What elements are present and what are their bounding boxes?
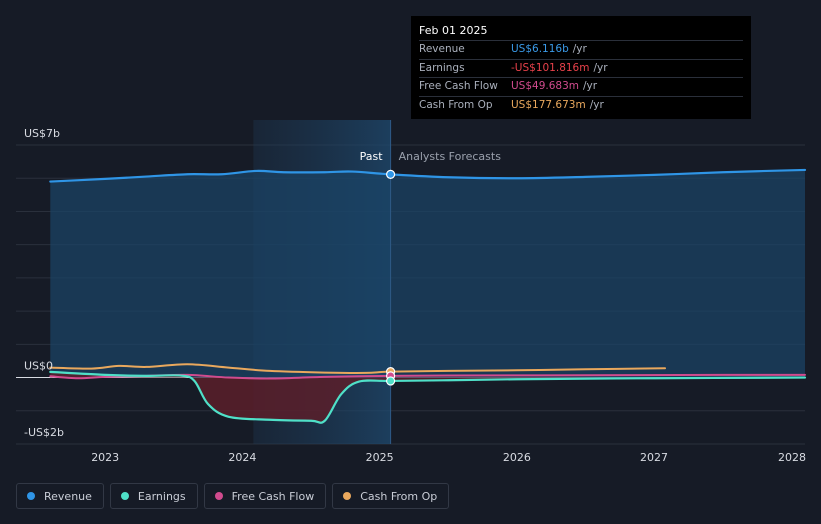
- series-lines: [49, 168, 807, 424]
- x-tick-label: 2024: [228, 451, 256, 464]
- tooltip-label: Revenue: [419, 43, 465, 55]
- past-label: Past: [360, 150, 384, 163]
- tooltip-unit: /yr: [572, 43, 587, 55]
- revenue-marker: [386, 169, 396, 179]
- tooltip-value: US$177.673m: [511, 98, 586, 111]
- series-areas: [50, 169, 806, 423]
- legend-item-earnings[interactable]: Earnings: [109, 483, 198, 509]
- tooltip-row-cash-from-op: Cash From Op US$177.673m /yr: [419, 95, 743, 115]
- tooltip-label: Free Cash Flow: [419, 80, 498, 92]
- earnings-area: [50, 371, 806, 423]
- earnings-dot-icon: [120, 492, 129, 500]
- free-cash-flow-dot-icon: [214, 492, 223, 500]
- tooltip-unit: /yr: [583, 80, 598, 92]
- tooltip-row-revenue: Revenue US$6.116b /yr: [419, 40, 743, 59]
- legend-label: Cash From Op: [360, 489, 438, 503]
- y-tick-label: US$7b: [24, 127, 60, 140]
- tooltip-label: Cash From Op: [419, 98, 493, 111]
- legend: Revenue Earnings Free Cash Flow Cash Fro…: [16, 483, 450, 511]
- x-tick-label: 2026: [503, 451, 531, 464]
- legend-label: Free Cash Flow: [231, 489, 315, 503]
- x-tick-label: 2023: [91, 451, 119, 464]
- revenue-area: [50, 169, 806, 378]
- cfo-line: [49, 363, 667, 374]
- legend-label: Earnings: [137, 489, 186, 503]
- tooltip-value: -US$101.816m: [511, 61, 590, 74]
- tooltip-row-earnings: Earnings -US$101.816m /yr: [419, 58, 743, 78]
- tooltip-value: US$49.683m: [511, 80, 579, 92]
- tooltip-row-free-cash-flow: Free Cash Flow US$49.683m /yr: [419, 77, 743, 96]
- x-tick-label: 2028: [778, 451, 806, 464]
- cash-from-op-dot-icon: [343, 492, 352, 500]
- legend-item-free-cash-flow[interactable]: Free Cash Flow: [203, 483, 327, 509]
- legend-label: Revenue: [44, 489, 92, 503]
- x-tick-label: 2027: [640, 451, 668, 464]
- legend-item-cash-from-op[interactable]: Cash From Op: [332, 483, 450, 509]
- revenue-dot-icon: [27, 492, 35, 500]
- tooltip-value: US$6.116b: [511, 43, 569, 55]
- legend-item-revenue[interactable]: Revenue: [16, 483, 104, 509]
- tooltip-unit: /yr: [589, 98, 604, 111]
- revenue-line: [49, 168, 807, 183]
- tooltip: Feb 01 2025 Revenue US$6.116b /yr Earnin…: [411, 16, 751, 119]
- earnings-line: [49, 370, 807, 424]
- tooltip-label: Earnings: [419, 61, 465, 74]
- fcf-line: [49, 373, 806, 380]
- earnings-marker: [386, 376, 396, 386]
- y-axis-labels: US$7b US$0 -US$2b: [24, 127, 64, 439]
- markers: [386, 169, 396, 386]
- x-axis-labels: 2023 2024 2025 2026 2027 2028: [91, 451, 806, 464]
- tooltip-date: Feb 01 2025: [419, 24, 488, 37]
- forecast-label: Analysts Forecasts: [399, 150, 502, 163]
- y-tick-label: -US$2b: [24, 426, 64, 439]
- y-tick-label: US$0: [24, 360, 53, 373]
- tooltip-unit: /yr: [593, 61, 608, 74]
- x-tick-label: 2025: [366, 451, 394, 464]
